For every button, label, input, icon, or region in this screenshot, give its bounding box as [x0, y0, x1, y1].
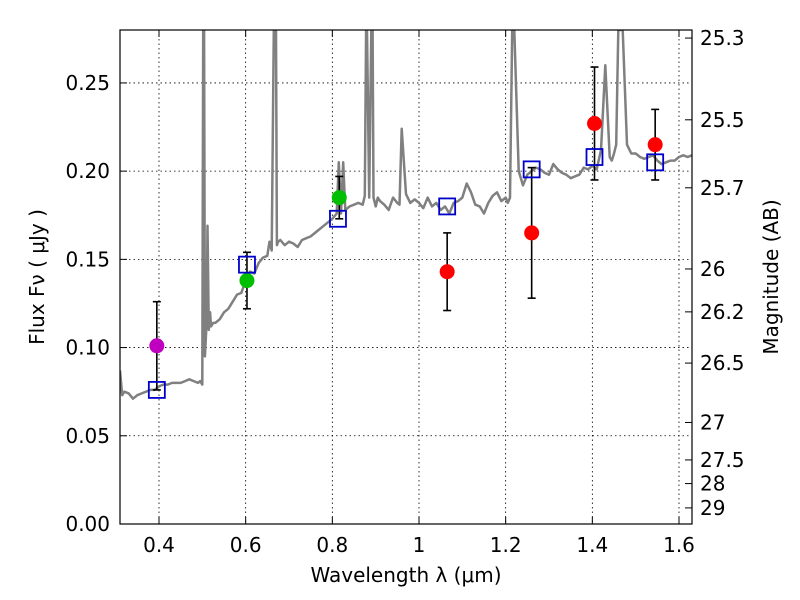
model-photometry-layer [147, 148, 665, 399]
plot-area [120, 30, 692, 524]
observed-flux-point [524, 225, 540, 241]
model-spectrum-layer [120, 30, 692, 400]
observed-flux-point [149, 338, 165, 354]
x-tick-label: 1.4 [576, 533, 608, 557]
model-photometry-box [329, 209, 347, 228]
x-tick-label: 0.6 [230, 533, 262, 557]
y-axis-title: Flux Fν ( μJy ) [25, 209, 49, 345]
model-photometry-box [147, 381, 166, 399]
plot-frame [119, 29, 693, 525]
model-spectrum-line [120, 30, 692, 400]
magnitude-axis-title: Magnitude (AB) [759, 199, 783, 354]
x-tick-label: 1.6 [663, 533, 695, 557]
magnitude-tick-label: 29 [700, 496, 725, 520]
magnitude-tick-label: 25.5 [700, 108, 745, 132]
magnitude-tick-label: 25.3 [700, 26, 745, 50]
x-tick-label: 0.8 [316, 533, 348, 557]
x-tick-label: 1.2 [490, 533, 522, 557]
y-tick-label: 0.05 [65, 424, 110, 448]
observed-flux-point [439, 264, 455, 280]
magnitude-tick-label: 26 [700, 257, 725, 281]
observed-flux-point [239, 273, 255, 289]
magnitude-tick-label: 27 [700, 410, 725, 434]
y-tick-label: 0.15 [65, 247, 110, 271]
magnitude-tick-label: 25.7 [700, 176, 745, 200]
x-tick-label: 1 [413, 533, 426, 557]
x-tick-label: 0.4 [143, 533, 175, 557]
observed-flux-point [647, 137, 663, 153]
y-tick-label: 0.10 [65, 336, 110, 360]
magnitude-tick-label: 26.5 [700, 351, 745, 375]
x-ticks: 0.4 0.6 0.8 1 1.2 1.4 1.6 [143, 30, 695, 557]
observed-flux-point [331, 190, 347, 206]
x-axis-title: Wavelength λ (μm) [310, 563, 501, 587]
grid [120, 30, 692, 524]
model-photometry-box [646, 153, 665, 172]
y-ticks: 0.00 0.05 0.10 0.15 0.20 0.25 [65, 71, 127, 536]
observed-points-layer [149, 116, 663, 354]
model-photometry-box [438, 197, 457, 216]
y-tick-label: 0.20 [65, 159, 110, 183]
magnitude-tick-label: 28 [700, 472, 725, 496]
model-photometry-box [522, 160, 541, 179]
y-tick-label: 0.00 [65, 512, 110, 536]
model-photometry-box [238, 255, 256, 274]
magnitude-tick-label: 26.2 [700, 300, 745, 324]
observed-flux-point [587, 116, 602, 132]
y-tick-label: 0.25 [65, 71, 110, 95]
model-photometry-box [585, 148, 604, 166]
magnitude-tick-label: 27.5 [700, 448, 745, 472]
